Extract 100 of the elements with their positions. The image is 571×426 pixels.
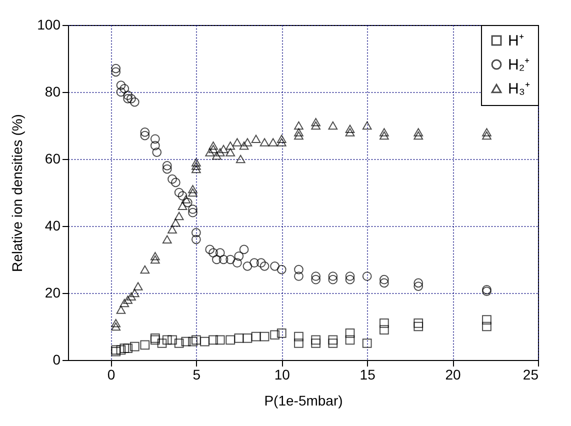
point <box>192 335 201 345</box>
point <box>414 131 424 140</box>
point <box>215 335 225 345</box>
point <box>181 336 191 346</box>
point <box>345 272 355 281</box>
point <box>234 334 244 343</box>
x-tick-label: 0 <box>107 366 116 382</box>
point <box>380 318 389 328</box>
y-tick-label: 100 <box>37 16 61 32</box>
point <box>111 319 121 328</box>
point <box>414 318 424 328</box>
point <box>123 344 132 353</box>
point <box>414 322 424 332</box>
point <box>162 164 172 174</box>
point <box>345 124 355 133</box>
point <box>140 340 150 350</box>
point <box>188 188 198 197</box>
point <box>178 202 188 210</box>
point <box>362 272 372 281</box>
point <box>345 328 355 338</box>
y-tick-label: 60 <box>44 150 61 166</box>
point <box>294 272 304 281</box>
point <box>215 148 225 156</box>
point <box>276 134 286 144</box>
point <box>120 344 130 353</box>
point <box>414 282 424 291</box>
point <box>256 258 266 268</box>
y-tick-label: 80 <box>44 84 61 100</box>
point <box>311 338 320 348</box>
point <box>157 338 167 348</box>
point <box>150 252 160 260</box>
point <box>116 306 126 314</box>
point <box>130 97 140 107</box>
point <box>192 234 201 244</box>
point <box>150 255 160 264</box>
point <box>116 87 126 97</box>
point <box>482 128 492 136</box>
point <box>380 278 389 288</box>
point <box>174 338 184 348</box>
point <box>234 251 244 261</box>
y-tick-label: 20 <box>44 284 61 300</box>
point <box>140 128 150 137</box>
point <box>218 254 228 264</box>
point <box>328 121 338 130</box>
point <box>294 121 304 130</box>
point <box>260 138 270 146</box>
point <box>236 154 246 164</box>
legend-label: H⁺ <box>508 32 524 50</box>
point <box>239 244 249 254</box>
legend-label: H₂⁺ <box>508 56 530 74</box>
point <box>188 204 198 214</box>
point <box>126 94 136 104</box>
point <box>226 254 236 264</box>
y-axis-title: Relative ion densities (%) <box>9 114 26 272</box>
point <box>116 345 126 355</box>
point <box>188 185 198 194</box>
point <box>311 335 320 345</box>
point <box>242 262 252 271</box>
point <box>270 262 280 271</box>
point <box>208 248 218 258</box>
point <box>226 148 236 156</box>
point <box>120 84 130 94</box>
point <box>182 198 192 208</box>
point <box>170 218 180 227</box>
point <box>362 121 372 130</box>
point <box>276 138 286 146</box>
y-tick-label: 40 <box>44 218 61 234</box>
point <box>162 235 172 244</box>
point <box>232 258 242 268</box>
point <box>328 274 338 284</box>
point <box>218 144 228 154</box>
point <box>294 332 304 342</box>
point <box>168 335 177 345</box>
point <box>116 80 126 90</box>
point <box>140 130 150 140</box>
x-tick-label: 5 <box>192 366 201 382</box>
point <box>345 128 355 136</box>
point <box>170 178 180 188</box>
point <box>123 296 132 304</box>
point <box>268 138 278 146</box>
point <box>242 138 252 146</box>
point <box>345 274 355 284</box>
point <box>192 164 201 174</box>
point <box>215 248 225 258</box>
point <box>482 315 492 324</box>
point <box>226 335 236 345</box>
point <box>192 158 201 166</box>
point <box>328 272 338 281</box>
point <box>226 141 236 150</box>
point <box>188 336 198 346</box>
y-tick-label: 0 <box>52 352 61 368</box>
point <box>345 335 355 345</box>
point <box>380 131 389 140</box>
point <box>123 94 132 104</box>
point <box>192 228 201 238</box>
point <box>362 338 372 348</box>
point <box>208 141 218 150</box>
point <box>208 144 218 154</box>
point <box>294 264 304 274</box>
point <box>294 128 304 136</box>
